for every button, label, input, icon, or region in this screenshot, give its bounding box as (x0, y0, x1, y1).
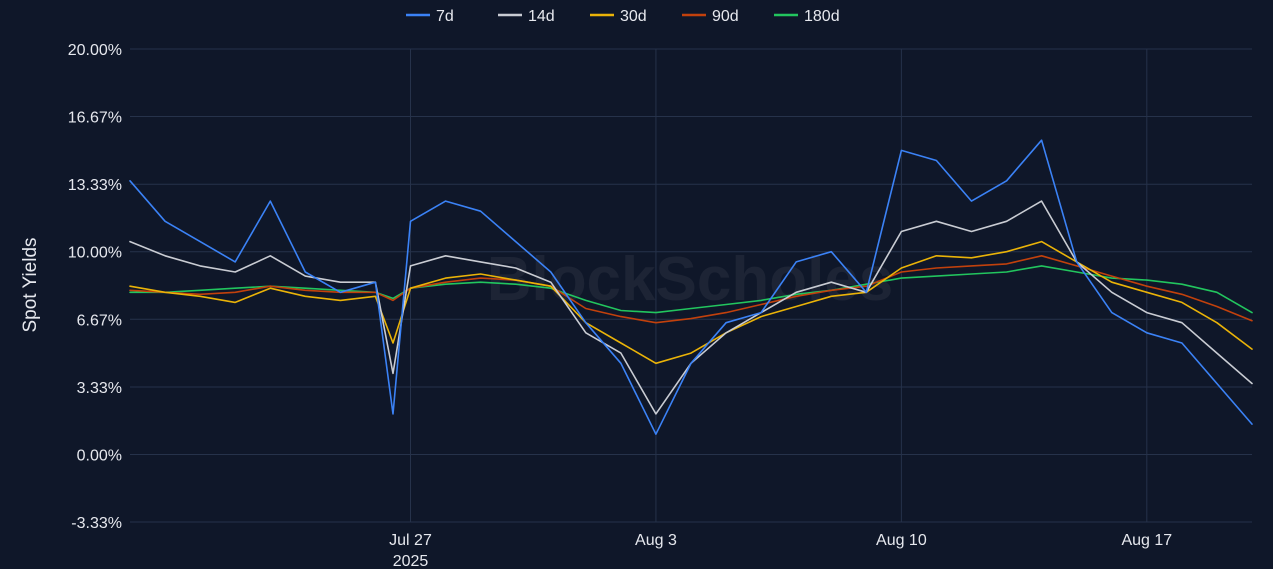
x-tick-label: Aug 10 (876, 532, 927, 549)
x-axis-ticks: Jul 27 2025 Aug 3 Aug 10 Aug 17 (389, 532, 1172, 569)
series-line-180d (129, 265, 1253, 314)
legend-item-7d[interactable]: 7d (406, 8, 454, 25)
y-tick-label: 0.00% (77, 447, 122, 464)
legend-label: 180d (804, 8, 840, 25)
y-axis-title: Spot Yields (20, 237, 41, 332)
y-tick-label: -3.33% (71, 515, 122, 532)
y-tick-label: 3.33% (77, 380, 122, 397)
legend-label: 7d (436, 8, 454, 25)
x-tick-label: Jul 27 (389, 532, 432, 549)
y-tick-label: 6.67% (77, 312, 122, 329)
series-line-14d (129, 200, 1253, 415)
y-tick-label: 13.33% (68, 177, 122, 194)
series-line-90d (129, 255, 1253, 324)
x-tick-label: Aug 3 (635, 532, 677, 549)
legend-item-30d[interactable]: 30d (590, 8, 647, 25)
y-axis-ticks: 20.00% 16.67% 13.33% 10.00% 6.67% 3.33% 0.00% -… (68, 42, 122, 532)
series-line-7d (129, 139, 1253, 435)
x-tick-sublabel: 2025 (393, 553, 429, 569)
legend-label: 30d (620, 8, 647, 25)
watermark-text: BlockScholes (487, 245, 894, 314)
series-line-30d (129, 240, 1253, 365)
legend-label: 14d (528, 8, 555, 25)
x-tick-label: Aug 17 (1121, 532, 1172, 549)
y-tick-label: 16.67% (68, 110, 122, 127)
y-tick-label: 10.00% (68, 245, 122, 262)
legend-item-14d[interactable]: 14d (498, 8, 555, 25)
legend-item-90d[interactable]: 90d (682, 8, 739, 25)
legend: 7d 14d 30d 90d 180d (406, 8, 840, 25)
y-tick-label: 20.00% (68, 42, 122, 59)
legend-item-180d[interactable]: 180d (774, 8, 840, 25)
series-group (129, 139, 1253, 435)
legend-label: 90d (712, 8, 739, 25)
